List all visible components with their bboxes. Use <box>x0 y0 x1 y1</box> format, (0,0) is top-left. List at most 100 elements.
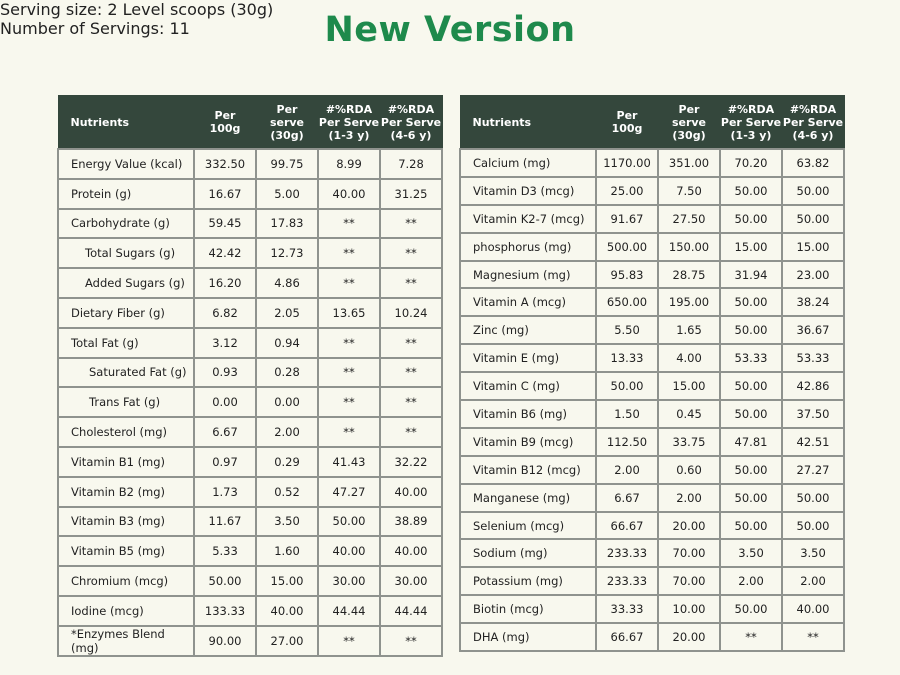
nutrition-table: Nutrients Per 100g Per serve (30g) #%RDA Per Se… <box>459 95 845 653</box>
value-cell: ** <box>379 416 443 448</box>
value-cell: 3.50 <box>255 505 319 538</box>
value-cell: 40.00 <box>317 177 381 210</box>
value-cell: 10.24 <box>379 296 443 329</box>
data-row: Magnesium (mg) 95.83 28.75 31.94 23.00 <box>459 259 845 290</box>
value-cell: 2.00 <box>595 454 659 485</box>
nutrition-table: Nutrients Per 100g Per serve (30g) #%RDA Per Se… <box>57 95 443 657</box>
header-text: (30g) <box>672 128 706 142</box>
table-heading: Serving size: 2 Level scoops (30g) <box>0 0 274 19</box>
value-cell: 0.97 <box>193 445 257 478</box>
value-cell: ** <box>317 267 381 299</box>
header-row: Nutrients Per 100g Per serve (30g) #%RDA Per Se… <box>57 95 443 150</box>
value-cell: 1.60 <box>255 535 319 568</box>
data-row: Potassium (mg) 233.33 70.00 2.00 2.00 <box>459 566 845 597</box>
value-cell: 4.86 <box>255 267 319 299</box>
header-cell: Per 100g <box>595 95 659 150</box>
value-cell: 3.50 <box>719 538 783 569</box>
data-row: Calcium (mg) 1170.00 351.00 70.20 63.82 <box>459 148 845 178</box>
value-cell: ** <box>379 386 443 419</box>
value-cell: 150.00 <box>657 231 721 262</box>
value-cell: 16.20 <box>193 267 257 299</box>
nutrient-name: Vitamin B12 (mcg) <box>459 454 597 485</box>
value-cell: 37.50 <box>781 399 845 429</box>
value-cell: 112.50 <box>595 426 659 457</box>
data-row: Vitamin B9 (mcg) 112.50 33.75 47.81 42.51 <box>459 426 845 457</box>
value-cell: 2.00 <box>255 416 319 448</box>
value-cell: 91.67 <box>595 203 659 234</box>
value-cell: 15.00 <box>255 565 319 597</box>
data-row: Vitamin B12 (mcg) 2.00 0.60 50.00 27.27 <box>459 454 845 485</box>
data-row: Energy Value (kcal) 332.50 99.75 8.99 7.28 <box>57 148 443 180</box>
value-cell: 0.52 <box>255 475 319 508</box>
value-cell: 50.00 <box>719 371 783 402</box>
value-cell: 15.00 <box>719 231 783 262</box>
nutrient-name: Magnesium (mg) <box>459 259 597 290</box>
nutrient-name: Vitamin B1 (mg) <box>57 445 195 478</box>
value-cell: 50.00 <box>595 371 659 402</box>
value-cell: 38.24 <box>781 287 845 318</box>
value-cell: 27.00 <box>255 624 319 657</box>
value-cell: 40.00 <box>255 594 319 627</box>
header-text: (4-6 y) <box>792 128 834 142</box>
header-cell: #%RDA Per Serve (1-3 y) <box>317 95 381 150</box>
value-cell: 50.00 <box>719 454 783 485</box>
header-text: Nutrients <box>70 115 130 129</box>
value-cell: 50.00 <box>719 287 783 318</box>
header-text: Nutrients <box>472 115 532 129</box>
nutrient-name: Vitamin B2 (mg) <box>57 475 195 508</box>
value-cell: 50.00 <box>719 510 783 541</box>
header-text: (4-6 y) <box>390 128 432 142</box>
value-cell: 40.00 <box>317 535 381 568</box>
value-cell: 95.83 <box>595 259 659 290</box>
nutrient-name: Vitamin B6 (mg) <box>459 399 597 429</box>
nutrient-name: *Enzymes Blend (mg) <box>57 624 195 657</box>
data-row: Vitamin K2-7 (mcg) 91.67 27.50 50.00 50.00 <box>459 203 845 234</box>
value-cell: ** <box>317 386 381 419</box>
data-row: *Enzymes Blend (mg) 90.00 27.00 ** ** <box>57 624 443 657</box>
value-cell: 47.81 <box>719 426 783 457</box>
nutrient-name: Dietary Fiber (g) <box>57 296 195 329</box>
nutrient-name: phosphorus (mg) <box>459 231 597 262</box>
value-cell: 27.50 <box>657 203 721 234</box>
value-cell: 70.20 <box>719 148 783 178</box>
value-cell: 15.00 <box>781 231 845 262</box>
data-row: Total Fat (g) 3.12 0.94 ** ** <box>57 326 443 359</box>
nutrient-name: Cholesterol (mg) <box>57 416 195 448</box>
data-row: Vitamin D3 (mcg) 25.00 7.50 50.00 50.00 <box>459 175 845 206</box>
nutrient-name: Biotin (mcg) <box>459 594 597 625</box>
value-cell: 36.67 <box>781 315 845 346</box>
value-cell: 33.75 <box>657 426 721 457</box>
header-text: #%RDA <box>727 102 775 116</box>
header-text: Per <box>616 109 638 122</box>
value-cell: 44.44 <box>379 594 443 627</box>
value-cell: ** <box>317 624 381 657</box>
header-cell: #%RDA Per Serve (4-6 y) <box>379 95 443 150</box>
value-cell: 38.89 <box>379 505 443 538</box>
nutrient-name: Saturated Fat (g) <box>57 356 195 389</box>
header-cell: Per 100g <box>193 95 257 150</box>
value-cell: 3.12 <box>193 326 257 359</box>
header-text: Per <box>678 102 700 116</box>
data-row: Added Sugars (g) 16.20 4.86 ** ** <box>57 267 443 299</box>
value-cell: 13.33 <box>595 343 659 374</box>
data-row: DHA (mg) 66.67 20.00 ** ** <box>459 622 845 653</box>
value-cell: 27.27 <box>781 454 845 485</box>
nutrient-name: Zinc (mg) <box>459 315 597 346</box>
value-cell: 0.94 <box>255 326 319 359</box>
nutrient-name: Trans Fat (g) <box>57 386 195 419</box>
header-row: Nutrients Per 100g Per serve (30g) #%RDA Per Se… <box>459 95 845 150</box>
value-cell: 20.00 <box>657 510 721 541</box>
value-cell: ** <box>719 622 783 653</box>
data-row: Protein (g) 16.67 5.00 40.00 31.25 <box>57 177 443 210</box>
value-cell: 12.73 <box>255 237 319 270</box>
nutrient-name: Carbohydrate (g) <box>57 207 195 240</box>
value-cell: 20.00 <box>657 622 721 653</box>
value-cell: 31.25 <box>379 177 443 210</box>
header-text: #%RDA <box>325 102 373 116</box>
header-cell: #%RDA Per Serve (4-6 y) <box>781 95 845 150</box>
value-cell: 70.00 <box>657 566 721 597</box>
value-cell: 6.67 <box>595 482 659 513</box>
nutrient-name: Manganese (mg) <box>459 482 597 513</box>
nutrient-name: Vitamin C (mg) <box>459 371 597 402</box>
data-row: Vitamin A (mcg) 650.00 195.00 50.00 38.24 <box>459 287 845 318</box>
